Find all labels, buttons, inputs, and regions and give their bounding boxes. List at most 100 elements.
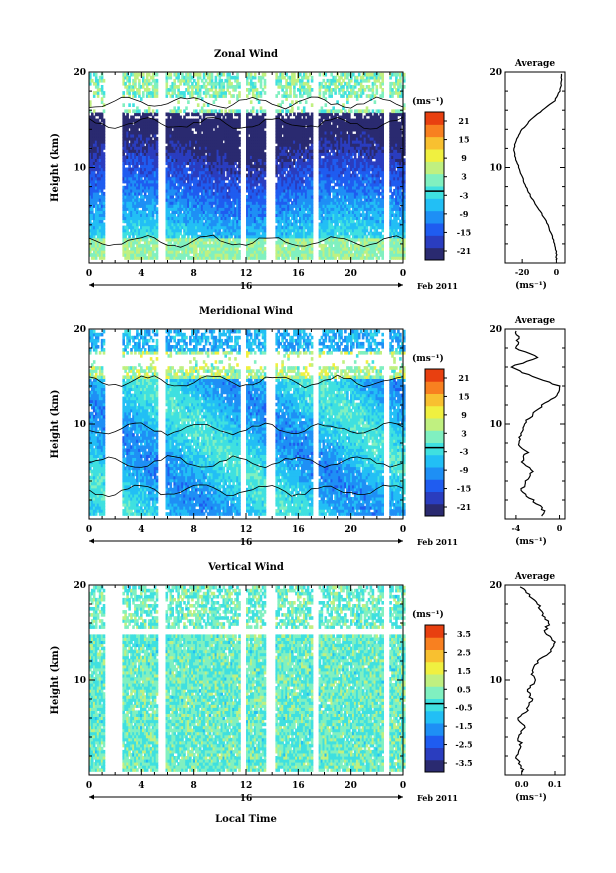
contour-line — [88, 234, 404, 248]
y-tick-label: 20 — [73, 68, 86, 78]
contour-lines — [88, 96, 404, 248]
average-x-tick-label: -4 — [511, 523, 520, 533]
average-title: Average — [514, 572, 555, 582]
x-tick-label: 8 — [191, 269, 197, 279]
x-tick-label: 16 — [292, 781, 305, 791]
colorbar-tick-label: -3 — [460, 190, 469, 200]
colorbar-tick-label: -3.5 — [455, 758, 472, 768]
colorbar-swatch — [425, 759, 444, 773]
day-bar-arrow-left — [89, 794, 94, 800]
date-label: Feb 2011 — [417, 537, 458, 547]
colorbar-swatch — [425, 637, 444, 650]
average-x-label: (ms⁻¹) — [515, 280, 547, 291]
colorbar-tick-label: 9 — [461, 410, 467, 420]
average-x-tick-label: -20 — [515, 267, 530, 277]
colorbar-swatch — [425, 173, 444, 187]
panel-title: Meridional Wind — [199, 306, 293, 317]
contour-line — [88, 421, 404, 436]
y-tick-label: 10 — [73, 164, 86, 174]
colorbar-swatch — [425, 503, 444, 517]
panel-title: Zonal Wind — [214, 49, 278, 60]
colorbar-swatch — [425, 442, 444, 456]
heatmap-cells — [89, 72, 406, 260]
y-axis-label: Height (km) — [50, 133, 61, 202]
y-ticks: 10 20 — [73, 325, 403, 520]
colorbar-tick-label: 15 — [458, 391, 469, 401]
average-panel: Average 10 20 0.0 0.1(ms⁻¹) — [489, 572, 566, 803]
colorbar-swatch — [425, 747, 444, 761]
colorbar-swatch — [425, 198, 444, 212]
average-x-tick-label: 0 — [557, 523, 563, 533]
contour-line — [88, 455, 404, 469]
colorbar-swatch — [425, 479, 444, 492]
colorbar-swatch — [425, 112, 444, 125]
day-bar-arrow-left — [89, 538, 94, 544]
colorbar-tick-label: 2.5 — [457, 647, 471, 657]
average-title: Average — [514, 316, 555, 326]
colorbar-swatch — [425, 661, 444, 675]
colorbar-unit-label: (ms⁻¹) — [412, 609, 444, 620]
average-x-label: (ms⁻¹) — [515, 536, 547, 547]
colorbar-swatch — [425, 467, 444, 480]
colorbar-swatch — [425, 247, 444, 261]
colorbar-tick-label: -9 — [460, 209, 469, 219]
colorbar: (ms⁻¹) 3.5 2.5 1.5 0.5 -0.5 -1.5 -2.5 -3.5 — [412, 609, 473, 773]
average-profile-line — [514, 586, 557, 773]
panel-title: Vertical Wind — [207, 562, 284, 573]
average-frame — [504, 328, 566, 520]
panel-zonal: Zonal Wind 10 20 Height (km) 0 4 8 12 16 20 0 16 Feb… — [50, 49, 566, 292]
colorbar-swatch — [425, 649, 444, 663]
colorbar-tick-label: 1.5 — [457, 666, 471, 676]
average-x-tick-label: 0.1 — [548, 779, 562, 789]
average-y-tick-label: 10 — [489, 164, 502, 174]
colorbar: (ms⁻¹) 21 15 9 3 -3 -9 -15 -21 — [412, 353, 471, 517]
day-bar-arrow-right — [398, 794, 403, 800]
colorbar: (ms⁻¹) 21 15 9 3 -3 -9 -15 -21 — [412, 96, 471, 261]
colorbar-unit-label: (ms⁻¹) — [412, 96, 444, 107]
y-ticks: 10 20 — [73, 68, 403, 264]
x-tick-label: 4 — [138, 525, 144, 535]
x-tick-label: 12 — [240, 525, 253, 535]
colorbar-tick-label: -0.5 — [455, 703, 472, 713]
average-frame — [504, 71, 566, 264]
colorbar-swatch — [425, 723, 444, 736]
colorbar-swatch — [425, 454, 444, 468]
contour-line — [88, 116, 404, 130]
day-label: 16 — [240, 282, 253, 292]
contour-line — [88, 96, 404, 110]
average-y-tick-label: 20 — [489, 581, 502, 591]
colorbar-tick-label: -15 — [457, 227, 471, 237]
y-axis-label: Height (km) — [50, 390, 61, 459]
colorbar-tick-label: 0.5 — [457, 684, 471, 694]
colorbar-swatch — [425, 235, 444, 249]
x-axis-label: Local Time — [215, 814, 277, 825]
x-tick-label: 0 — [400, 781, 406, 791]
average-x-label: (ms⁻¹) — [515, 792, 547, 803]
colorbar-frame — [424, 624, 445, 773]
colorbar-tick-label: -3 — [460, 447, 469, 457]
average-title: Average — [514, 59, 555, 69]
x-tick-label: 0 — [86, 269, 92, 279]
x-tick-label: 8 — [191, 525, 197, 535]
colorbar-swatch — [425, 686, 444, 699]
colorbar-tick-label: 3.5 — [457, 629, 471, 639]
colorbar-swatch — [425, 625, 444, 638]
colorbar-swatch — [425, 149, 444, 162]
colorbar-swatch — [425, 674, 444, 687]
colorbar-swatch — [425, 161, 444, 175]
panel-vertical: Vertical Wind 10 20 Height (km) 0 4 8 12 16 20 0 16… — [50, 562, 566, 804]
colorbar-swatch — [425, 369, 444, 382]
x-ticks: 0 4 8 12 16 20 0 — [86, 329, 406, 535]
colorbar-swatch — [425, 418, 444, 431]
date-label: Feb 2011 — [417, 793, 458, 803]
colorbar-swatch — [425, 381, 444, 394]
contour-line — [88, 374, 404, 389]
average-panel: Average 10 20 -20 0 (ms⁻¹) — [489, 59, 566, 291]
colorbar-frame — [424, 111, 445, 261]
colorbar-swatch — [425, 124, 444, 138]
y-tick-label: 10 — [73, 676, 86, 686]
average-y-tick-label: 10 — [489, 676, 502, 686]
day-label: 16 — [240, 538, 253, 548]
y-axis-label: Height (km) — [50, 646, 61, 715]
